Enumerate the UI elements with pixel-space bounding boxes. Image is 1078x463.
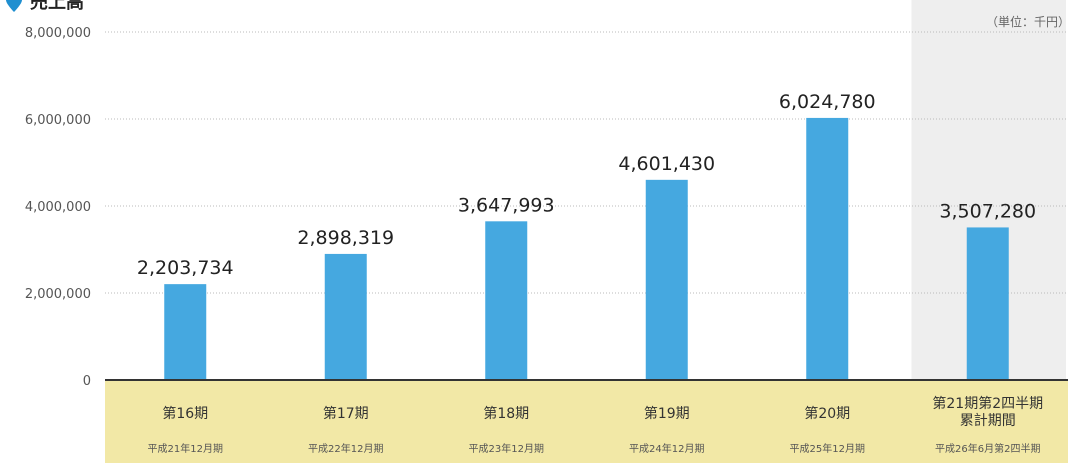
background-layer [105,0,1068,463]
bar [324,253,367,380]
bar [164,284,207,380]
data-label: 6,024,780 [779,91,876,113]
y-tick-label: 8,000,000 [25,26,91,41]
data-label: 4,601,430 [618,153,715,175]
location-pin-icon [6,0,22,12]
data-label: 2,898,319 [297,227,394,249]
y-tick-label: 4,000,000 [25,200,91,215]
category-label: 第18期 [483,405,529,422]
data-label: 3,647,993 [458,194,555,216]
data-labels: 2,203,734 2,898,319 3,647,993 4,601,430 6,02… [137,91,1036,279]
data-label: 3,507,280 [939,200,1036,222]
y-tick-label: 0 [83,374,91,389]
category-label: 累計期間 [960,413,1016,429]
category-sublabel: 平成26年6月第2四半期 [935,442,1040,455]
bars [164,117,1009,381]
data-label: 2,203,734 [137,257,234,279]
category-sublabel: 平成24年12月期 [629,442,704,455]
bar [966,227,1009,380]
category-band [105,381,1068,463]
category-sublabel: 平成25年12月期 [790,442,865,455]
unit-label: （単位：千円） [986,14,1070,29]
chart-title: 売上高 [6,0,84,13]
category-sublabel: 平成23年12月期 [469,442,544,455]
category-label: 第20期 [804,405,850,422]
y-tick-label: 2,000,000 [25,287,91,302]
bar [806,117,849,381]
bar [645,179,688,380]
category-sublabel: 平成21年12月期 [148,442,223,455]
bar [485,221,528,380]
category-label: 第17期 [323,405,369,422]
axes: 0 2,000,000 4,000,000 6,000,000 8,000,000 [25,26,1068,389]
y-tick-label: 6,000,000 [25,113,91,128]
chart-title-text: 売上高 [30,0,84,13]
category-label: 第16期 [162,405,208,422]
category-sublabel: 平成22年12月期 [308,442,383,455]
category-label: 第19期 [644,405,690,422]
category-label: 第21期第2四半期 [932,395,1043,412]
